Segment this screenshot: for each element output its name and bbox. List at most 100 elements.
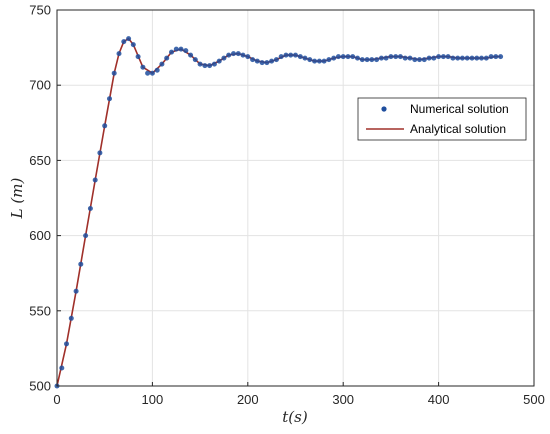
series-numerical-point	[340, 54, 346, 60]
series-numerical-point	[159, 61, 165, 67]
x-tick-label: 500	[523, 392, 545, 407]
series-numerical-point	[302, 55, 308, 61]
series-numerical-point	[355, 55, 360, 61]
series-numerical-point	[154, 67, 160, 73]
series-numerical-point	[216, 58, 222, 64]
legend-label-numerical: Numerical solution	[410, 102, 509, 116]
series-numerical-point	[321, 58, 327, 64]
series-numerical-point	[402, 55, 408, 61]
series-numerical-point	[135, 54, 141, 60]
series-numerical-point	[326, 57, 332, 63]
plot-frame	[56, 9, 535, 387]
y-tick-label: 550	[29, 303, 51, 318]
series-numerical-point	[455, 55, 461, 61]
series-numerical-point	[164, 55, 170, 61]
series-numerical-point	[316, 58, 322, 64]
series-numerical-point	[421, 57, 427, 63]
series-numerical-point	[364, 57, 370, 63]
series-numerical-point	[250, 57, 256, 63]
y-tick-label: 500	[29, 379, 51, 394]
series-numerical-point	[245, 54, 251, 60]
series-numerical-point	[231, 51, 236, 57]
series-numerical-point	[436, 54, 442, 60]
tick-labels: 0 100 200 300 400 500 500 550 600 650 700 750	[29, 3, 545, 408]
series-numerical-point	[345, 54, 351, 60]
series-numerical-point	[178, 46, 184, 52]
series-numerical-point	[388, 54, 394, 60]
series-numerical-point	[359, 57, 365, 63]
series-numerical-point	[264, 60, 270, 66]
series-numerical-point	[378, 55, 384, 61]
series-numerical-point	[73, 288, 79, 294]
x-tick-label: 200	[237, 392, 259, 407]
series-numerical-point	[488, 54, 494, 60]
series-numerical-point	[273, 57, 279, 63]
series-numerical-point	[149, 70, 155, 76]
series-numerical-point	[269, 58, 275, 64]
series-numerical-point	[169, 49, 174, 55]
legend: Numerical solution Analytical solution	[357, 97, 527, 141]
series-numerical-point	[107, 96, 112, 102]
series-numerical-point	[483, 55, 489, 61]
series-numerical-point	[211, 61, 217, 67]
series-numerical-point	[288, 52, 294, 58]
series-numerical-point	[68, 315, 74, 321]
y-tick-label: 750	[29, 3, 51, 18]
series-numerical-point	[426, 55, 432, 61]
series-numerical-point	[145, 70, 151, 76]
y-tick-label: 600	[29, 228, 51, 243]
series-numerical-point	[431, 55, 437, 61]
series-numerical-point	[278, 54, 284, 60]
series-numerical-point	[78, 261, 84, 267]
series-numerical-point	[374, 57, 380, 63]
series-numerical-point	[498, 54, 504, 60]
series-numerical-point	[383, 55, 389, 61]
series-numerical-point	[412, 57, 418, 63]
series-numerical-point	[417, 57, 422, 63]
series-numerical-point	[297, 54, 303, 60]
series-numerical-point	[64, 341, 69, 347]
series-numerical-point	[440, 54, 446, 60]
series-numerical-point	[130, 42, 136, 48]
series-numerical-point	[111, 70, 117, 76]
series-numerical-point	[207, 63, 213, 69]
series-numerical-point	[235, 51, 241, 57]
x-tick-label: 300	[332, 392, 354, 407]
y-tick-label: 700	[29, 78, 51, 93]
series-numerical-point	[479, 55, 484, 61]
x-tick-label: 0	[53, 392, 60, 407]
series-numerical-point	[469, 55, 475, 61]
series-numerical-point	[140, 64, 146, 70]
series-numerical-point	[197, 61, 203, 67]
series-numerical-point	[335, 54, 341, 60]
series-numerical-point	[445, 54, 451, 60]
series-numerical-point	[92, 177, 98, 183]
series-numerical-point	[407, 55, 413, 61]
series-numerical-point	[202, 63, 208, 69]
series-numerical-point	[183, 48, 189, 54]
series-numerical-point	[173, 46, 179, 52]
series-numerical-point	[188, 52, 194, 58]
series-numerical-point	[126, 36, 132, 42]
series-numerical-point	[102, 123, 108, 129]
series-numerical-point	[350, 54, 356, 60]
series-numerical-point	[397, 54, 403, 60]
series-numerical-point	[312, 58, 318, 64]
series-numerical-point	[87, 206, 93, 211]
series-numerical-point	[226, 52, 232, 58]
x-tick-label: 100	[142, 392, 164, 407]
series-numerical-point	[450, 55, 456, 61]
series-numerical-point	[459, 55, 465, 61]
x-axis-label: t(s)	[282, 408, 308, 426]
series-layer	[54, 36, 504, 389]
tick-marks	[56, 9, 535, 387]
legend-box	[357, 97, 527, 141]
series-numerical-point	[307, 57, 313, 63]
series-numerical-point	[121, 39, 127, 45]
y-tick-label: 650	[29, 153, 51, 168]
series-numerical-point	[254, 58, 260, 64]
series-numerical-point	[97, 150, 103, 156]
series-numerical-point	[293, 52, 298, 58]
series-numerical-point	[369, 57, 375, 63]
